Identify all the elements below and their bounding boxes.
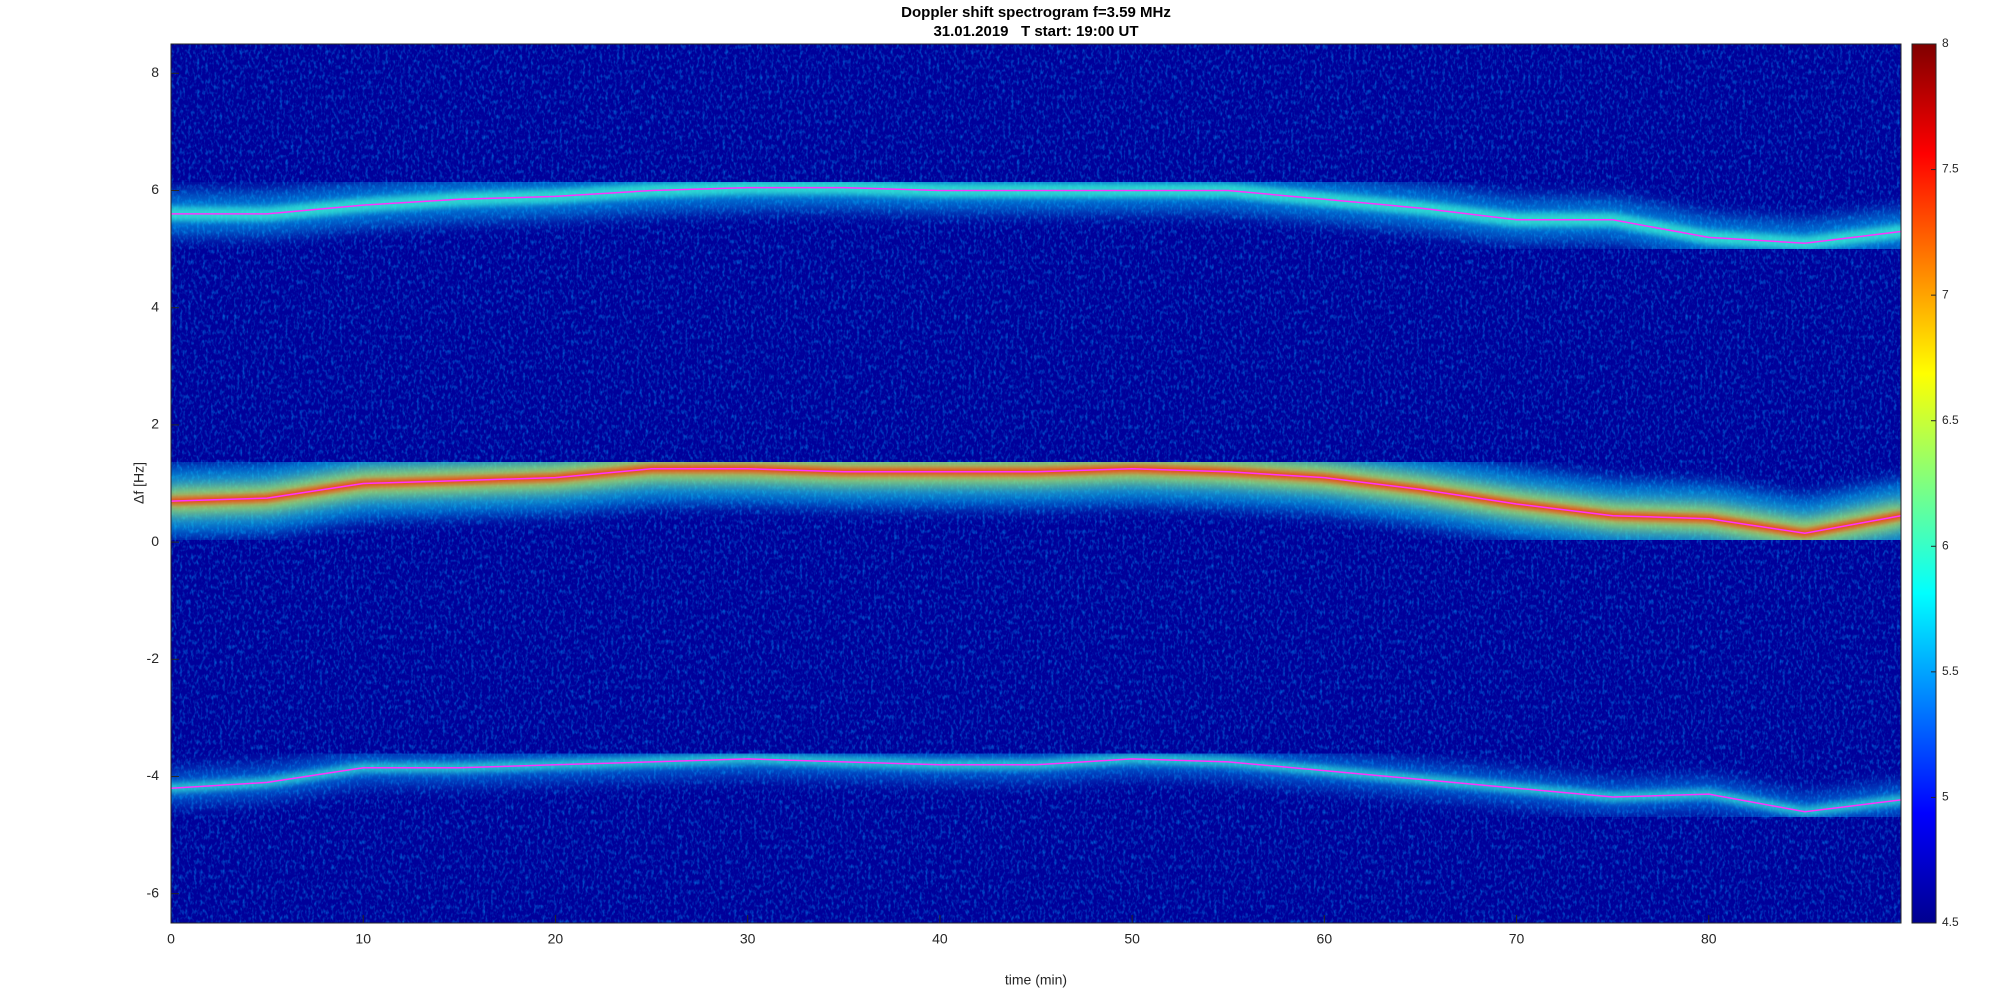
chart-title: Doppler shift spectrogram f=3.59 MHz (901, 4, 1171, 21)
chart-subtitle: 31.01.2019 T start: 19:00 UT (933, 23, 1138, 40)
trace-line (171, 758, 1901, 813)
x-axis-label: time (min) (1005, 972, 1067, 988)
colorbar-tick-label: 7.5 (1942, 162, 1959, 176)
colorbar-tick-label: 5 (1942, 790, 1949, 804)
colorbar-tick-label: 4.5 (1942, 915, 1959, 929)
colorbar-tick-label: 5.5 (1942, 664, 1959, 678)
colorbar-tick-label: 6 (1942, 538, 1949, 552)
colorbar (1911, 43, 1937, 924)
y-tick-label: -6 (147, 884, 160, 900)
x-tick-label: 50 (1124, 931, 1140, 947)
colorbar-tick-label: 8 (1942, 36, 1949, 50)
x-tick-label: 10 (355, 931, 371, 947)
x-tick-label: 40 (932, 931, 948, 947)
y-tick-label: 4 (151, 298, 159, 314)
x-tick-label: 20 (548, 931, 564, 947)
colorbar-tick-label: 6.5 (1942, 413, 1959, 427)
x-tick-label: 0 (167, 931, 175, 947)
y-tick-label: 8 (151, 64, 159, 80)
plot-frame (170, 43, 1902, 924)
x-tick-label: 60 (1317, 931, 1333, 947)
x-tick-label: 80 (1701, 931, 1717, 947)
trace-line (171, 186, 1901, 244)
y-tick-label: -2 (147, 650, 160, 666)
x-tick-label: 30 (740, 931, 756, 947)
y-tick-label: 2 (151, 416, 159, 432)
spectrogram-bands (171, 165, 1901, 829)
y-tick-label: 6 (151, 181, 159, 197)
x-tick-label: 70 (1509, 931, 1525, 947)
y-axis-label: Δf [Hz] (131, 462, 147, 504)
trace-line (171, 468, 1901, 535)
y-tick-label: -4 (147, 767, 160, 783)
y-tick-label: 0 (151, 533, 159, 549)
colorbar-tick-label: 7 (1942, 287, 1949, 301)
